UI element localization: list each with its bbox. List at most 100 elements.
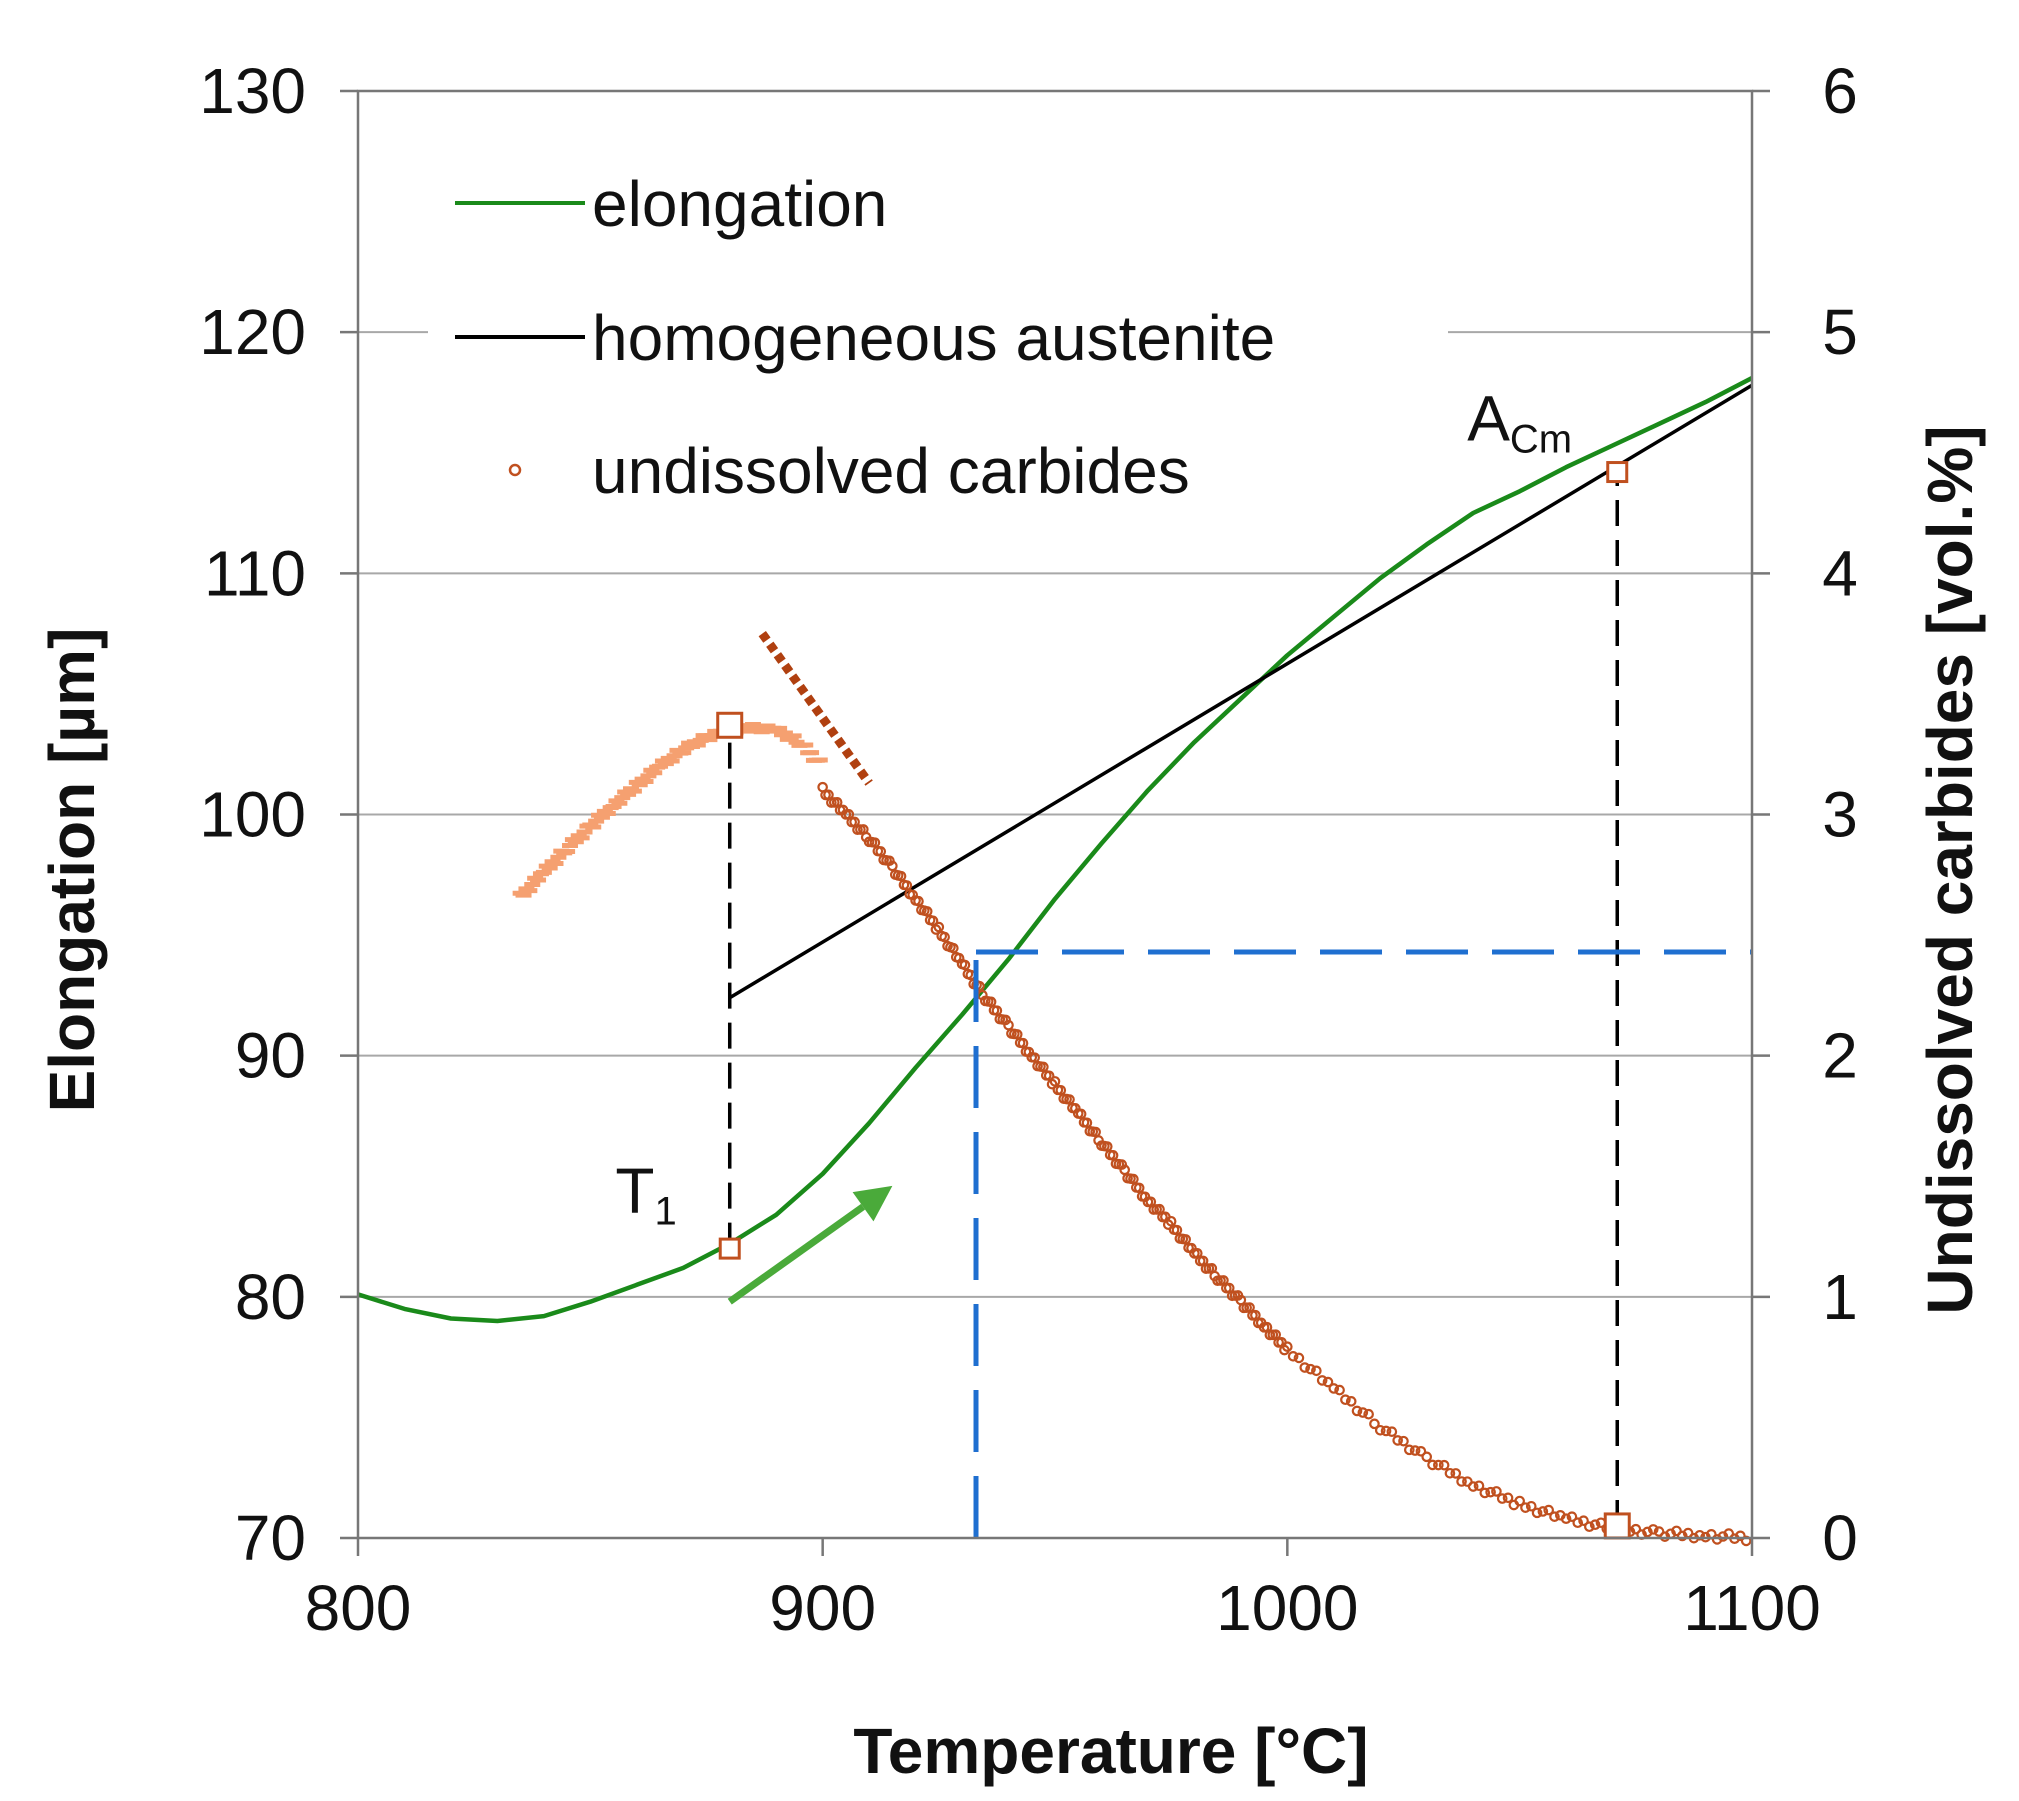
- carbide-point: [887, 860, 898, 872]
- carbide-point: [1549, 1511, 1560, 1522]
- y2-tick-label: 3: [1822, 779, 1858, 851]
- carbide-point: [1357, 1407, 1369, 1418]
- carbide-point: [1671, 1525, 1682, 1537]
- y2-tick-label: 5: [1822, 296, 1858, 368]
- carbide-point: [1735, 1530, 1746, 1542]
- y2-tick-label: 0: [1822, 1502, 1858, 1574]
- y-tick-label: 110: [204, 537, 306, 609]
- carbide-point: [1328, 1383, 1340, 1394]
- carbide-point: [1398, 1435, 1409, 1447]
- x-tick-label: 1000: [1216, 1572, 1358, 1644]
- y-tick-label: 80: [235, 1261, 306, 1333]
- x-tick-label: 800: [305, 1572, 412, 1644]
- carbide-point: [1093, 1135, 1104, 1146]
- carbide-point: [1578, 1515, 1589, 1527]
- y-tick-label: 100: [199, 779, 306, 851]
- y2-axis-title: Undissolved carbides [vol.%]: [1914, 425, 1986, 1314]
- heating-arrow-shaft: [727, 1203, 866, 1305]
- series-austenite-line: [728, 383, 1753, 1000]
- carbide-point: [1293, 1352, 1305, 1364]
- carbide-point: [1404, 1444, 1415, 1456]
- carbide-point: [1584, 1521, 1595, 1533]
- carbide-point: [933, 921, 945, 933]
- point-marker: [1603, 1512, 1631, 1540]
- series-layer: [357, 376, 1754, 1547]
- annotation-subscript: Cm: [1510, 418, 1572, 462]
- carbide-point: [1531, 1507, 1543, 1519]
- carbide-point: [1116, 1159, 1128, 1170]
- carbide-point: [1311, 1365, 1322, 1377]
- annotation-label: ACm: [1467, 383, 1572, 462]
- y-tick-label: 70: [235, 1502, 306, 1574]
- carbide-point: [1520, 1502, 1531, 1513]
- carbide-point: [1305, 1363, 1316, 1375]
- y2-tick-label: 2: [1822, 1020, 1858, 1092]
- plot-frame: [340, 89, 1770, 1556]
- legend-background: [428, 165, 1448, 520]
- carbide-point: [1630, 1523, 1642, 1535]
- x-tick-label: 900: [769, 1572, 876, 1644]
- y-tick-label: 90: [235, 1020, 306, 1092]
- carbide-point: [1537, 1506, 1549, 1517]
- carbide-point: [1363, 1408, 1374, 1420]
- series-elongation-line: [357, 376, 1754, 1324]
- carbide-point: [1299, 1362, 1311, 1373]
- annotation-main: T: [615, 1154, 654, 1226]
- carbide-point: [901, 880, 913, 891]
- carbide-point: [1502, 1492, 1514, 1504]
- carbide-point: [1485, 1486, 1496, 1498]
- carbide-point: [1386, 1426, 1398, 1438]
- carbide-point: [1589, 1519, 1601, 1531]
- carbide-point: [1740, 1535, 1752, 1547]
- x-tick-label: 1100: [1683, 1572, 1821, 1644]
- carbide-point: [921, 906, 933, 917]
- carbide-point: [1433, 1459, 1444, 1471]
- series-carbide-extrapolation: [758, 631, 873, 786]
- carbide-point: [1450, 1468, 1462, 1479]
- y2-tick-label: 6: [1822, 55, 1858, 127]
- carbide-point: [907, 889, 918, 901]
- point-marker: [716, 711, 744, 739]
- carbide-point: [1642, 1526, 1653, 1538]
- y2-tick-label: 4: [1822, 537, 1858, 609]
- legend-label-elongation: elongation: [592, 168, 887, 240]
- carbide-point: [1287, 1351, 1299, 1362]
- carbide-point: [1282, 1341, 1293, 1352]
- annotation-label: T1: [615, 1154, 676, 1233]
- x-axis-title: Temperature [°C]: [853, 1715, 1368, 1787]
- y2-tick-label: 1: [1822, 1261, 1858, 1333]
- markers-layer: [716, 461, 1631, 1540]
- carbide-point: [1427, 1459, 1438, 1471]
- carbide-point: [1438, 1459, 1450, 1471]
- carbide-point: [948, 942, 959, 954]
- carbide-point: [1380, 1425, 1392, 1437]
- carbide-point: [1374, 1424, 1386, 1436]
- carbide-point: [1566, 1511, 1578, 1523]
- carbide-point: [939, 931, 950, 943]
- carbide-point: [1467, 1481, 1479, 1492]
- annotation-main: A: [1467, 383, 1510, 455]
- carbide-point: [1345, 1396, 1357, 1407]
- carbide-point: [927, 915, 939, 927]
- carbide-point: [959, 959, 971, 971]
- carbide-point: [1340, 1394, 1351, 1406]
- legend-label-austenite: homogeneous austenite: [592, 302, 1275, 374]
- point-marker: [1606, 461, 1629, 484]
- carbide-point: [1369, 1418, 1380, 1430]
- carbide-point: [1444, 1467, 1456, 1479]
- carbide-point: [1560, 1513, 1572, 1525]
- carbide-point: [1070, 1103, 1081, 1114]
- legend-label-carbides: undissolved carbides: [592, 435, 1190, 507]
- carbide-point: [1572, 1517, 1584, 1529]
- carbide-point: [1334, 1384, 1345, 1396]
- carbide-point: [1322, 1376, 1334, 1388]
- annotations: T1 ACm: [615, 383, 1572, 1234]
- carbide-point: [884, 855, 895, 867]
- y-tick-label: 130: [199, 55, 306, 127]
- carbide-point: [1351, 1405, 1363, 1417]
- carbide-point: [895, 870, 907, 882]
- annotation-subscript: 1: [655, 1189, 677, 1233]
- carbide-point: [1456, 1476, 1467, 1487]
- carbide-point: [1409, 1445, 1421, 1456]
